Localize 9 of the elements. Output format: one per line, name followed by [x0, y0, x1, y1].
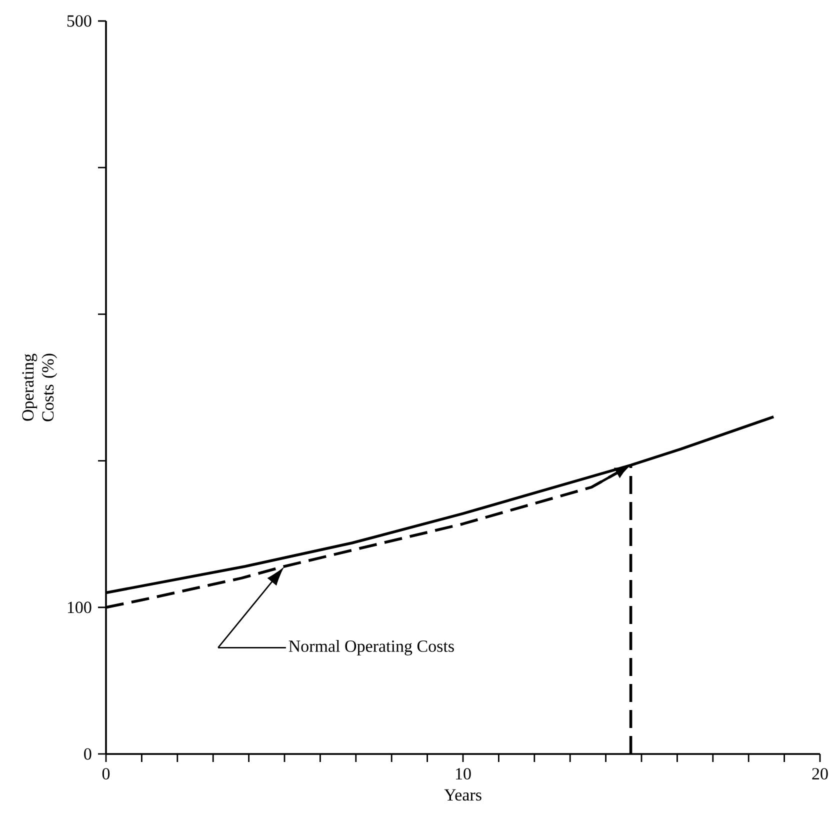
annotation: Normal Operating Costs — [288, 640, 454, 656]
x-axis-title: Years — [444, 789, 482, 801]
x-tick-label: 0 — [102, 768, 110, 780]
y-axis-title: Operating Costs (%) — [22, 354, 58, 422]
y-tick-label: 0 — [84, 748, 92, 760]
y-tick-label: 100 — [68, 602, 92, 614]
x-tick-label: 10 — [456, 768, 471, 780]
x-tick-label: 20 — [812, 768, 828, 780]
y-tick-label: 500 — [67, 15, 92, 27]
